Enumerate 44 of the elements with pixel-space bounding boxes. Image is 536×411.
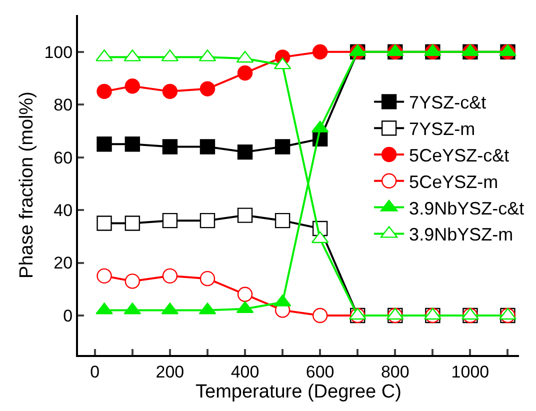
point bbox=[274, 139, 290, 154]
legend-label: 7YSZ-m bbox=[409, 119, 476, 140]
point bbox=[237, 286, 253, 302]
y-tick-label: 40 bbox=[54, 200, 73, 220]
point bbox=[124, 136, 140, 152]
point bbox=[124, 274, 140, 289]
legend-label: 3.9NbYSZ-m bbox=[409, 224, 514, 245]
y-tick-label: 0 bbox=[63, 306, 73, 326]
point bbox=[124, 216, 140, 231]
point bbox=[237, 65, 253, 81]
y-tick-label: 20 bbox=[54, 254, 73, 273]
y-axis-title: Phase fraction (mol%) bbox=[16, 92, 38, 278]
point bbox=[162, 212, 178, 228]
x-tick-label: 600 bbox=[306, 362, 334, 382]
legend-label: 5CeYSZ-c&t bbox=[409, 146, 510, 166]
point bbox=[162, 139, 178, 154]
point bbox=[96, 84, 112, 100]
point bbox=[162, 268, 178, 284]
y-tick-label: 80 bbox=[54, 96, 73, 115]
legend-label: 5CeYSZ-m bbox=[409, 172, 498, 192]
y-tick-label: 60 bbox=[54, 148, 73, 168]
point bbox=[96, 136, 112, 152]
point bbox=[274, 212, 290, 228]
point bbox=[200, 139, 216, 154]
y-tick-label: 100 bbox=[44, 42, 73, 62]
point bbox=[162, 84, 178, 100]
x-axis-title: Temperature (Degree C) bbox=[196, 382, 402, 403]
point bbox=[200, 212, 216, 228]
point bbox=[124, 78, 140, 94]
point bbox=[200, 81, 216, 96]
x-tick-label: 800 bbox=[380, 362, 410, 382]
point bbox=[312, 44, 328, 60]
legend-label: 7YSZ-c&t bbox=[409, 92, 486, 113]
x-tick-label: 400 bbox=[230, 362, 260, 382]
x-tick-label: 1000 bbox=[451, 362, 490, 382]
x-tick-label: 0 bbox=[90, 362, 100, 382]
point bbox=[96, 268, 112, 284]
point bbox=[237, 208, 253, 223]
point bbox=[96, 216, 112, 231]
x-tick-label: 200 bbox=[156, 362, 184, 382]
point bbox=[312, 308, 328, 324]
point bbox=[200, 270, 216, 286]
point bbox=[237, 144, 253, 160]
legend-label: 3.9NbYSZ-c&t bbox=[409, 198, 524, 218]
